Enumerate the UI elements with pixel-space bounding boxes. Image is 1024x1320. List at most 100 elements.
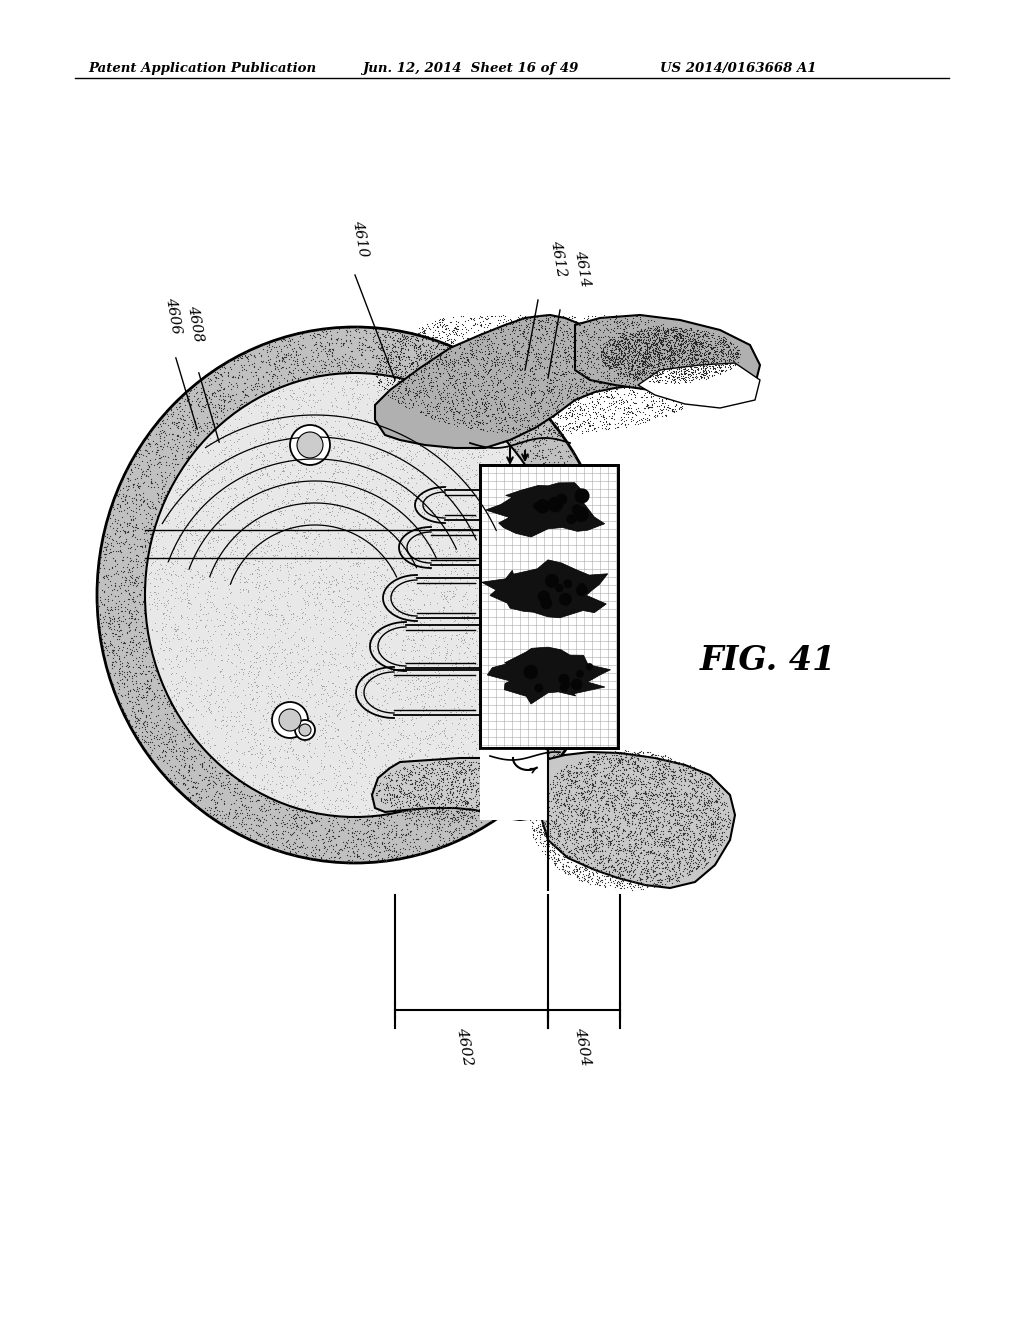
Point (628, 334, 644, 355)
Point (545, 719, 561, 741)
Point (468, 465, 484, 486)
Point (544, 663, 560, 684)
Point (518, 767, 535, 788)
Point (650, 857, 667, 878)
Point (573, 376, 590, 397)
Point (334, 568, 350, 589)
Point (407, 347, 423, 368)
Point (221, 804, 238, 825)
Point (504, 467, 520, 488)
Point (440, 822, 457, 843)
Point (465, 759, 481, 780)
Point (666, 363, 682, 384)
Point (687, 334, 703, 355)
Point (642, 343, 658, 364)
Point (637, 318, 653, 339)
Point (501, 649, 517, 671)
Point (368, 535, 384, 556)
Point (449, 385, 465, 407)
Point (372, 483, 388, 504)
Point (306, 742, 323, 763)
Point (113, 697, 129, 718)
Point (674, 325, 690, 346)
Point (639, 342, 655, 363)
Point (430, 356, 446, 378)
Point (482, 681, 499, 702)
Point (641, 345, 657, 366)
Point (340, 758, 356, 779)
Point (336, 502, 352, 523)
Point (700, 833, 717, 854)
Point (527, 422, 544, 444)
Point (537, 754, 553, 775)
Point (549, 334, 565, 355)
Point (417, 325, 433, 346)
Point (650, 327, 667, 348)
Point (331, 755, 347, 776)
Point (532, 327, 549, 348)
Point (292, 338, 308, 359)
Point (108, 540, 124, 561)
Point (423, 677, 439, 698)
Point (476, 368, 493, 389)
Point (159, 694, 175, 715)
Point (154, 557, 170, 578)
Point (252, 441, 268, 462)
Point (341, 656, 357, 677)
Point (398, 754, 415, 775)
Point (454, 504, 470, 525)
Point (588, 376, 604, 397)
Point (610, 364, 627, 385)
Point (438, 331, 455, 352)
Point (642, 824, 658, 845)
Point (389, 605, 406, 626)
Point (451, 356, 467, 378)
Point (635, 744, 651, 766)
Point (532, 821, 549, 842)
Point (327, 776, 343, 797)
Point (516, 785, 532, 807)
Point (686, 851, 702, 873)
Point (397, 333, 414, 354)
Point (297, 441, 313, 462)
Point (228, 529, 245, 550)
Point (570, 597, 587, 618)
Point (513, 777, 529, 799)
Point (702, 814, 719, 836)
Point (632, 339, 648, 360)
Point (180, 387, 197, 408)
Point (452, 404, 468, 425)
Point (470, 793, 486, 814)
Point (493, 787, 509, 808)
Point (644, 322, 660, 343)
Point (579, 804, 595, 825)
Point (679, 863, 695, 884)
Point (671, 322, 687, 343)
Point (715, 341, 731, 362)
Point (201, 371, 217, 392)
Point (140, 639, 157, 660)
Point (373, 789, 389, 810)
Point (358, 572, 375, 593)
Point (570, 775, 587, 796)
Point (265, 752, 282, 774)
Point (421, 602, 437, 623)
Point (534, 424, 550, 445)
Point (516, 408, 532, 429)
Point (593, 372, 609, 393)
Point (546, 469, 562, 490)
Point (512, 486, 528, 507)
Point (330, 502, 346, 523)
Point (507, 445, 523, 466)
Point (220, 371, 237, 392)
Point (159, 752, 175, 774)
Point (386, 826, 402, 847)
Point (605, 329, 622, 350)
Point (655, 756, 672, 777)
Point (181, 756, 198, 777)
Point (263, 469, 280, 490)
Point (321, 799, 337, 820)
Point (589, 379, 605, 400)
Point (623, 323, 639, 345)
Point (517, 651, 534, 672)
